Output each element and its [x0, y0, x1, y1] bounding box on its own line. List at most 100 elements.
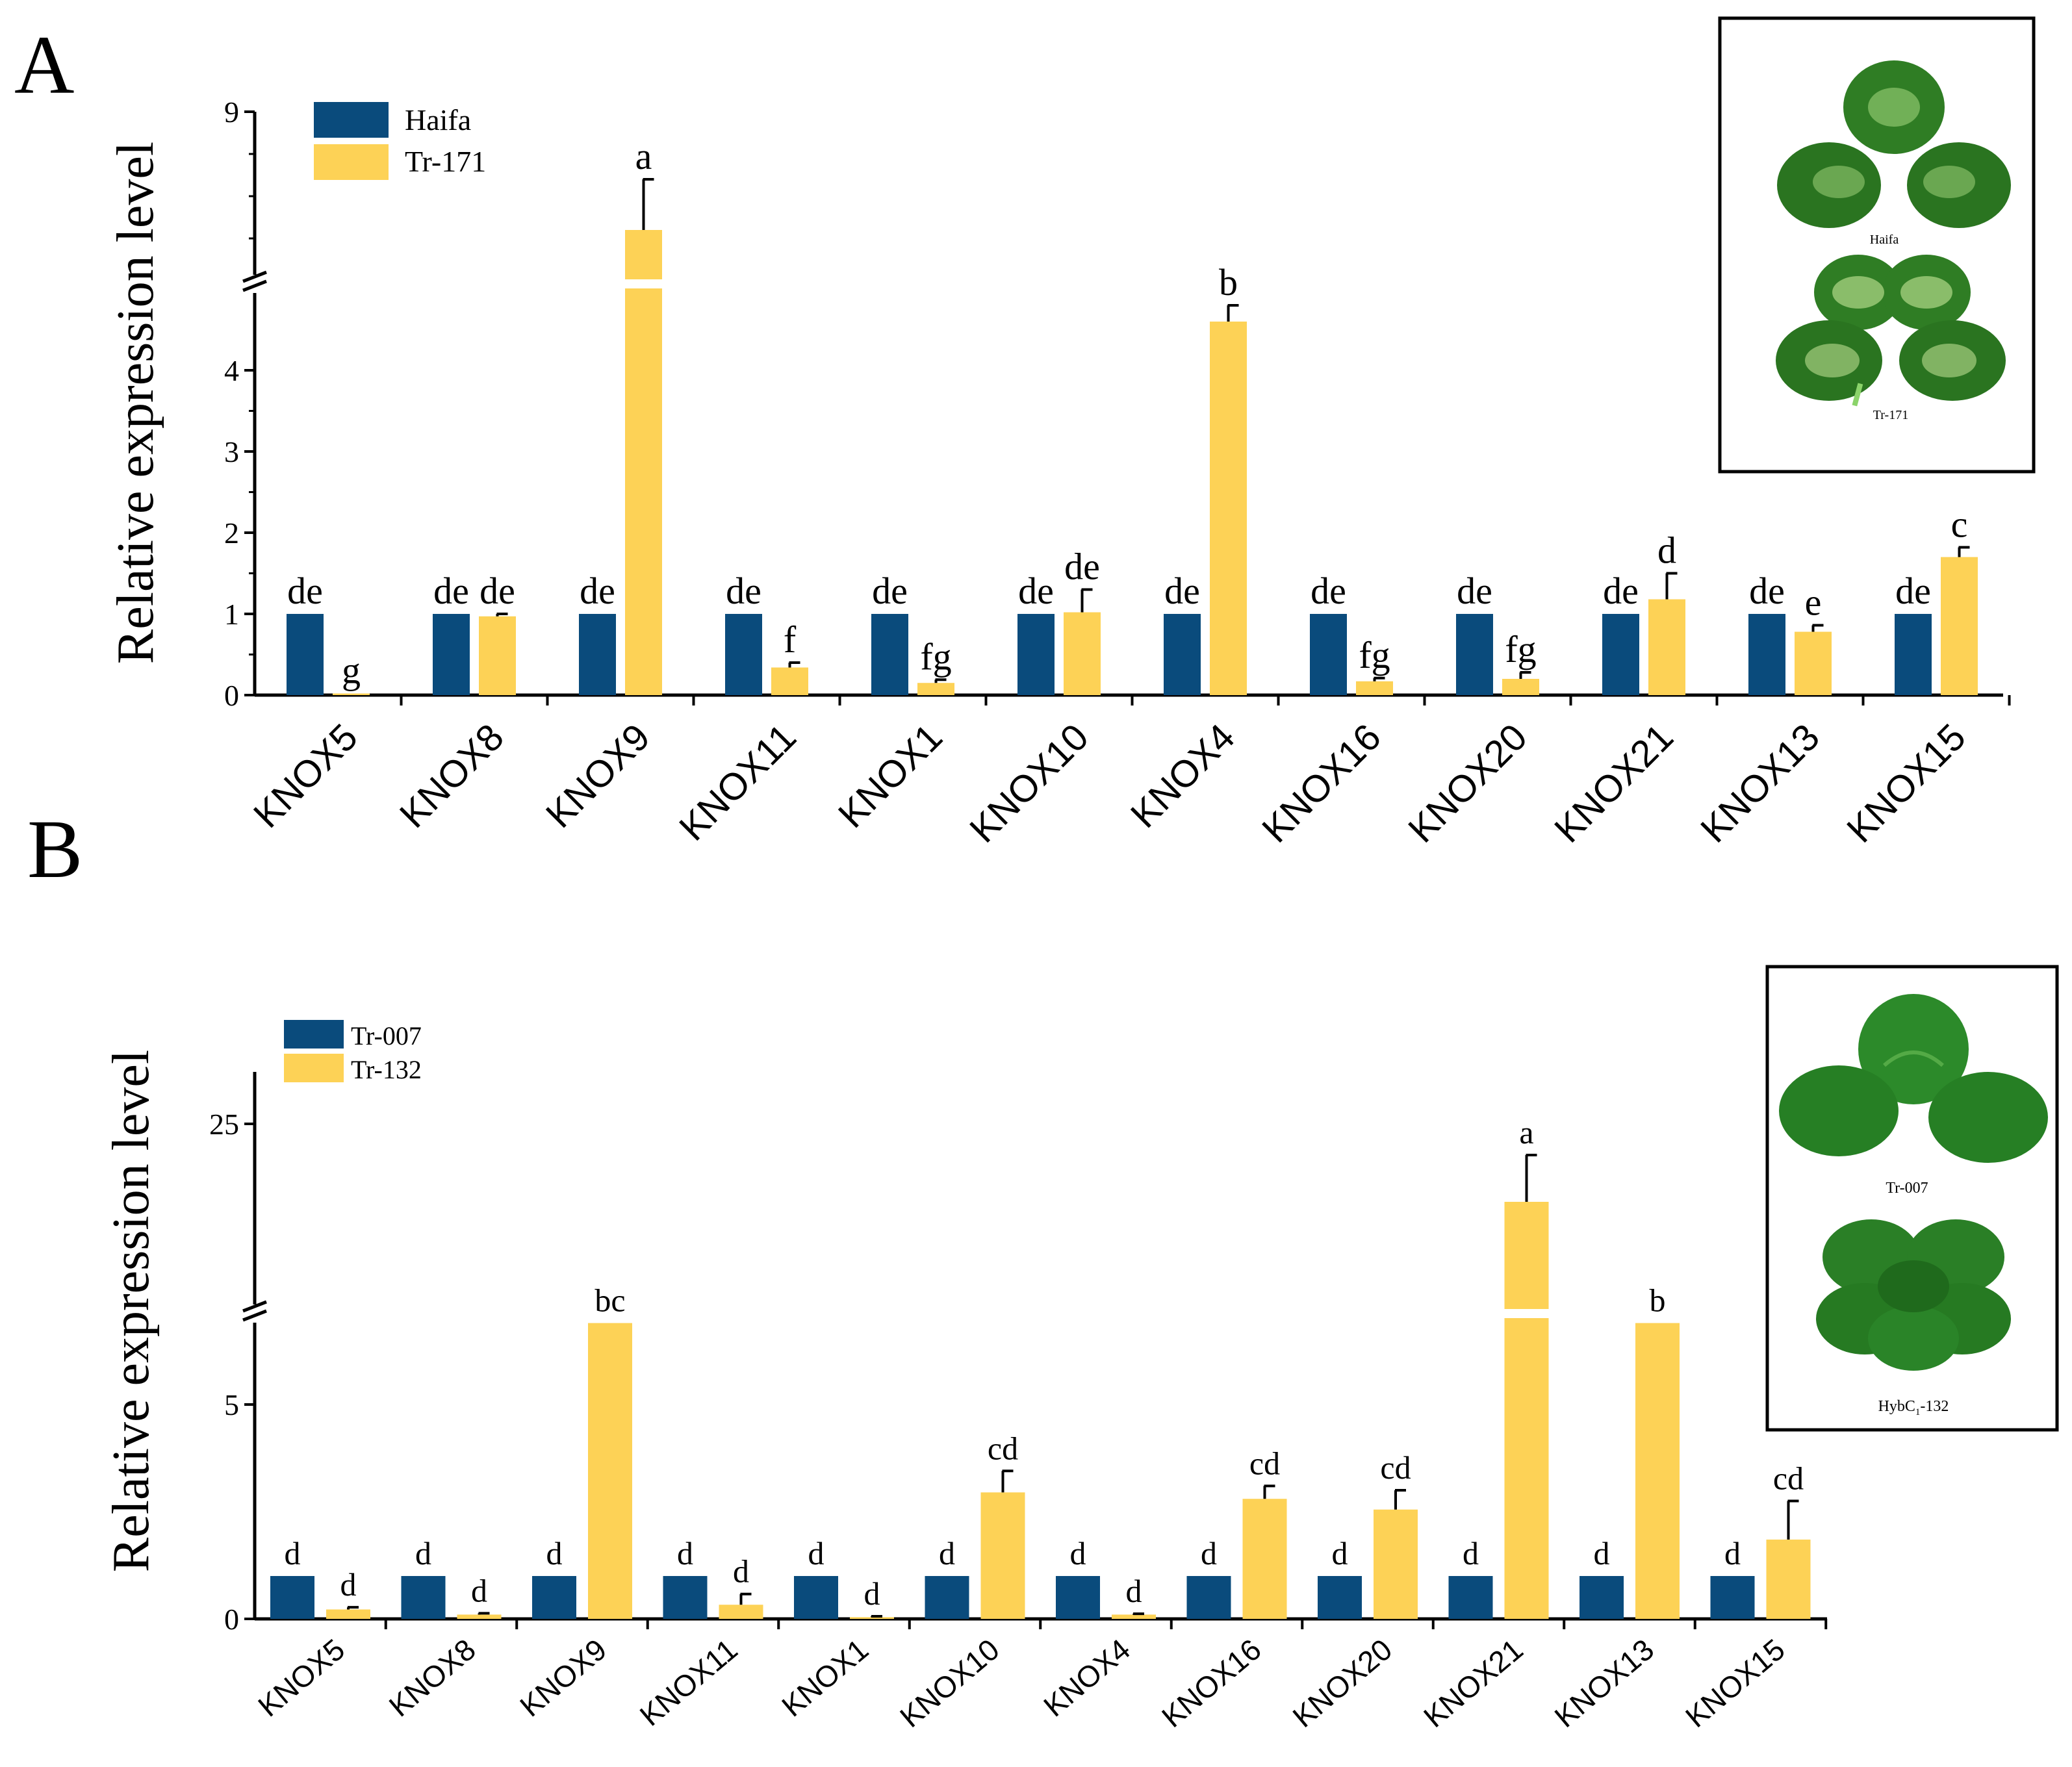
bar-haifa-knox10: [1017, 614, 1055, 695]
sig-label-tr-007-knox10: d: [939, 1535, 955, 1571]
sig-label-tr-171-knox16: fg: [1359, 634, 1390, 676]
bar-haifa-knox4: [1164, 614, 1201, 695]
sig-label-tr-171-knox1: fg: [920, 635, 951, 678]
legend-label-haifa: Haifa: [405, 103, 471, 136]
bar-tr-132-knox20: [1374, 1509, 1418, 1619]
y-tick-label: 0: [224, 1603, 239, 1636]
panel-letter-b: B: [27, 803, 83, 895]
sig-label-tr-171-knox9: a: [635, 135, 652, 177]
category-label-knox13: KNOX13: [1548, 1632, 1660, 1734]
y-tick-label: 9: [224, 95, 239, 129]
sig-label-tr-132-knox8: d: [471, 1572, 487, 1608]
bar-tr-007-knox11: [663, 1576, 708, 1619]
bar-tr-171-knox16: [1356, 681, 1393, 695]
axis-break-mark: [242, 279, 267, 292]
bar-tr-007-knox16: [1186, 1576, 1231, 1619]
leaf-haifa-image: [1777, 60, 2011, 228]
bar-tr-132-knox4: [1112, 1614, 1156, 1619]
bar-tr-007-knox10: [925, 1576, 969, 1619]
bar-tr-171-knox11: [771, 667, 808, 695]
y-tick-label: 25: [209, 1108, 239, 1141]
bar-haifa-knox13: [1748, 614, 1785, 695]
sig-label-tr-171-knox8: de: [480, 570, 515, 612]
sig-label-tr-007-knox20: d: [1332, 1535, 1348, 1571]
sig-label-haifa-knox21: de: [1603, 570, 1639, 612]
sig-label-haifa-knox9: de: [580, 570, 615, 612]
bar-tr-171-knox9: [625, 230, 662, 695]
sig-label-tr-171-knox15: c: [1951, 503, 1968, 546]
sig-label-tr-132-knox9: bc: [595, 1282, 625, 1319]
category-label-knox15: KNOX15: [1679, 1632, 1791, 1734]
sig-label-tr-007-knox11: d: [677, 1535, 693, 1571]
category-label-knox15: KNOX15: [1839, 716, 1974, 851]
bar-tr-171-knox21: [1648, 599, 1685, 695]
category-label-knox16: KNOX16: [1155, 1632, 1267, 1734]
bar-tr-007-knox21: [1448, 1576, 1493, 1619]
panel-b-ylabel: Relative expression level: [103, 1050, 160, 1572]
category-label-knox9: KNOX9: [513, 1632, 613, 1723]
leaf-hybc1-132-image: [1816, 1219, 2011, 1371]
bar-haifa-knox16: [1310, 614, 1347, 695]
bar-tr-171-knox13: [1795, 631, 1832, 695]
legend-label-tr-171: Tr-171: [405, 145, 486, 178]
sig-label-tr-171-knox13: e: [1805, 581, 1822, 624]
category-label-knox1: KNOX1: [830, 716, 951, 836]
sig-label-tr-132-knox15: cd: [1773, 1460, 1804, 1497]
category-label-knox8: KNOX8: [392, 716, 512, 836]
bar-tr-132-knox8: [457, 1614, 502, 1619]
y-tick-label: 2: [224, 516, 239, 550]
sig-label-tr-007-knox8: d: [415, 1535, 431, 1571]
sig-label-tr-007-knox15: d: [1724, 1535, 1741, 1571]
bar-haifa-knox20: [1456, 614, 1493, 695]
sig-label-tr-132-knox13: b: [1650, 1282, 1666, 1319]
bar-tr-171-knox5: [333, 693, 370, 695]
sig-label-haifa-knox11: de: [726, 570, 761, 612]
bar-tr-132-knox16: [1242, 1499, 1287, 1619]
caption-tr-007: Tr-007: [1886, 1180, 1928, 1197]
legend-label-tr-007: Tr-007: [351, 1021, 422, 1050]
sig-label-tr-132-knox20: cd: [1380, 1449, 1411, 1486]
category-label-knox5: KNOX5: [246, 716, 366, 836]
bar-haifa-knox21: [1602, 614, 1639, 695]
bar-tr-007-knox4: [1056, 1576, 1100, 1619]
panel-b-legend: Tr-007 Tr-132: [284, 1020, 422, 1084]
bar-haifa-knox1: [871, 614, 908, 695]
bar-tr-132-knox15: [1766, 1539, 1811, 1619]
sig-label-tr-171-knox20: fg: [1505, 628, 1536, 670]
category-label-knox4: KNOX4: [1123, 716, 1243, 836]
panel-b-plot: 0 5 25 d d KNOX5 d d KNOX8 d bc KNOX9 d d KNOX11 d d KNOX…: [209, 1072, 1828, 1734]
sig-label-tr-171-knox11: f: [784, 618, 797, 661]
sig-label-tr-132-knox5: d: [340, 1566, 357, 1603]
y-tick-label: 3: [224, 435, 239, 468]
leaf-tr-171-image: [1776, 255, 2006, 407]
bar-tr-132-knox5: [326, 1609, 370, 1619]
sig-label-tr-007-knox9: d: [546, 1535, 563, 1571]
panel-a-legend: Haifa Tr-171: [314, 102, 486, 180]
sig-label-tr-132-knox10: cd: [988, 1430, 1018, 1466]
bar-tr-171-knox15: [1941, 557, 1978, 695]
bar-break-gap: [1503, 1309, 1550, 1318]
bar-haifa-knox9: [579, 614, 616, 695]
sig-label-tr-171-knox21: d: [1657, 529, 1676, 572]
y-tick-label: 4: [224, 354, 239, 387]
sig-label-haifa-knox15: de: [1895, 570, 1931, 612]
y-tick-label: 0: [224, 679, 239, 712]
sig-label-tr-007-knox4: d: [1070, 1535, 1086, 1571]
sig-label-tr-132-knox16: cd: [1249, 1445, 1280, 1481]
sig-label-tr-007-knox16: d: [1201, 1535, 1217, 1571]
y-tick-label: 5: [224, 1388, 239, 1421]
bar-tr-132-knox1: [850, 1617, 894, 1619]
sig-label-haifa-knox8: de: [433, 570, 469, 612]
sig-label-haifa-knox16: de: [1311, 570, 1346, 612]
category-label-knox13: KNOX13: [1693, 716, 1828, 851]
bar-haifa-knox5: [287, 614, 324, 695]
sig-label-tr-171-knox10: de: [1064, 546, 1100, 588]
bar-tr-132-knox11: [719, 1605, 763, 1619]
bar-tr-171-knox4: [1210, 322, 1247, 695]
sig-label-tr-132-knox4: d: [1126, 1573, 1142, 1609]
sig-label-tr-171-knox4: b: [1219, 261, 1238, 303]
sig-label-haifa-knox5: de: [287, 570, 323, 612]
sig-label-tr-132-knox21: a: [1519, 1114, 1533, 1150]
sig-label-haifa-knox1: de: [872, 570, 908, 612]
